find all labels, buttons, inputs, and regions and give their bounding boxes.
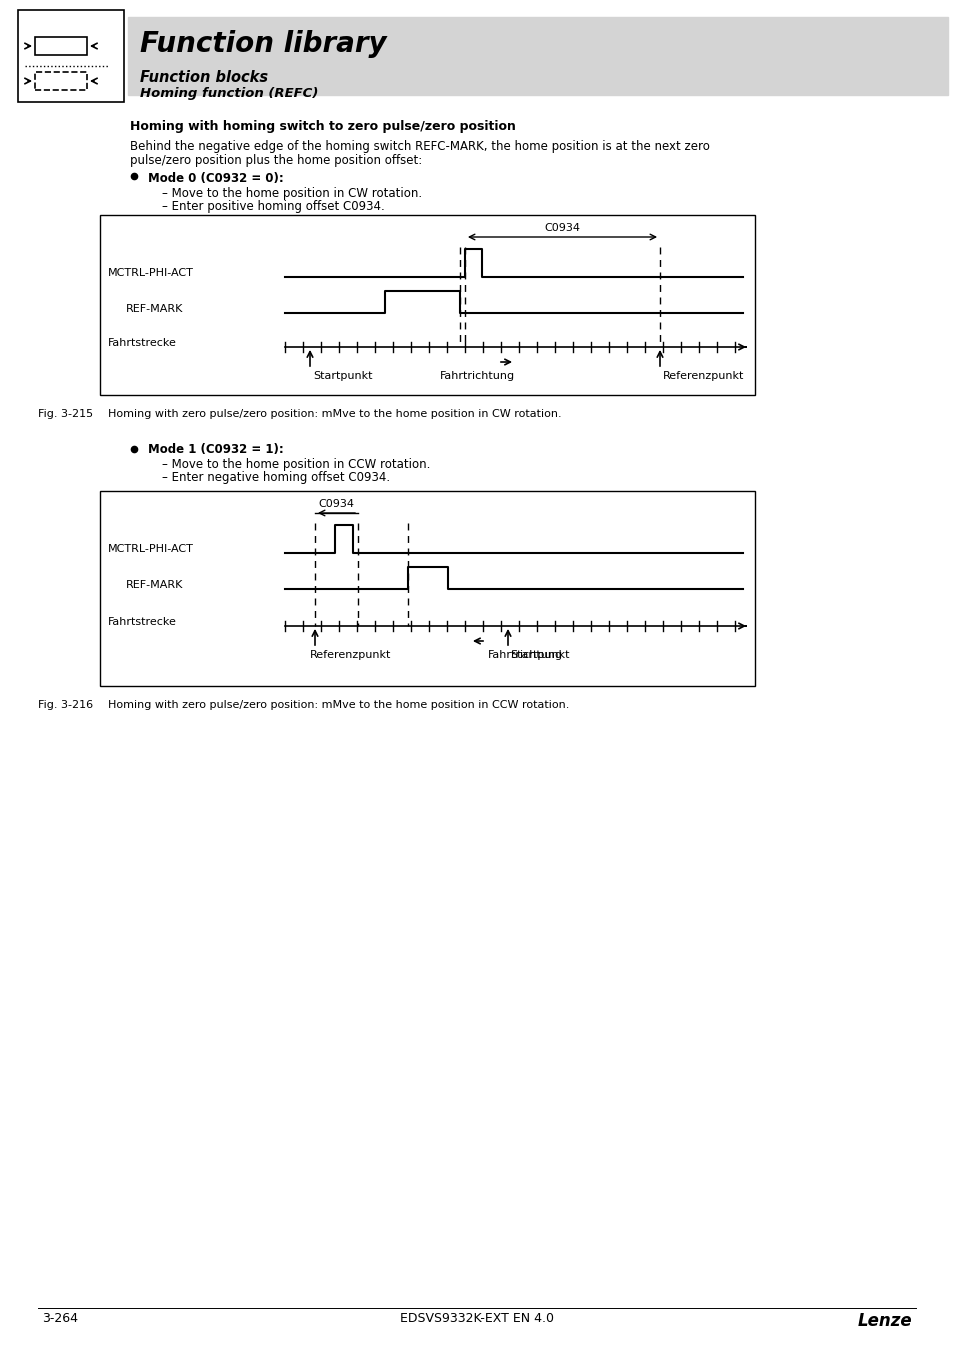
Bar	[128, 18, 947, 95]
Text: Fig. 3-216: Fig. 3-216	[38, 701, 93, 710]
Text: Homing function (REFC): Homing function (REFC)	[140, 86, 318, 100]
Text: C0934: C0934	[318, 500, 355, 509]
Text: 3-264: 3-264	[42, 1312, 78, 1324]
Bar	[100, 491, 754, 686]
Bar	[18, 9, 124, 103]
Text: Homing with zero pulse/zero position: mMve to the home position in CW rotation.: Homing with zero pulse/zero position: mM…	[108, 409, 561, 418]
Bar	[100, 215, 754, 396]
Text: Startpunkt: Startpunkt	[313, 371, 372, 381]
Text: Fahrtrichtung: Fahrtrichtung	[439, 371, 515, 381]
Text: REF-MARK: REF-MARK	[126, 580, 183, 590]
Text: – Move to the home position in CCW rotation.: – Move to the home position in CCW rotat…	[162, 458, 430, 471]
Text: – Move to the home position in CW rotation.: – Move to the home position in CW rotati…	[162, 188, 421, 200]
Text: – Enter positive homing offset C0934.: – Enter positive homing offset C0934.	[162, 200, 384, 213]
Text: Referenzpunkt: Referenzpunkt	[662, 371, 743, 381]
Text: Behind the negative edge of the homing switch REFC-MARK, the home position is at: Behind the negative edge of the homing s…	[130, 140, 709, 153]
Text: Function library: Function library	[140, 30, 386, 58]
Text: Function blocks: Function blocks	[140, 70, 268, 85]
Text: MCTRL-PHI-ACT: MCTRL-PHI-ACT	[108, 269, 193, 278]
Text: Mode 0 (C0932 = 0):: Mode 0 (C0932 = 0):	[148, 171, 283, 185]
Text: Fig. 3-215: Fig. 3-215	[38, 409, 93, 418]
Text: REF-MARK: REF-MARK	[126, 304, 183, 315]
Text: Fahrtrichtung: Fahrtrichtung	[488, 649, 562, 660]
Text: C0934: C0934	[544, 223, 579, 234]
Text: Lenze: Lenze	[857, 1312, 911, 1330]
Text: Fahrtstrecke: Fahrtstrecke	[108, 617, 176, 626]
Text: Startpunkt: Startpunkt	[510, 649, 569, 660]
Text: Homing with homing switch to zero pulse/zero position: Homing with homing switch to zero pulse/…	[130, 120, 516, 134]
Text: Referenzpunkt: Referenzpunkt	[310, 649, 391, 660]
Text: Mode 1 (C0932 = 1):: Mode 1 (C0932 = 1):	[148, 443, 283, 456]
Text: pulse/zero position plus the home position offset:: pulse/zero position plus the home positi…	[130, 154, 422, 167]
Bar	[35, 72, 87, 90]
Text: Fahrtstrecke: Fahrtstrecke	[108, 338, 176, 348]
Text: EDSVS9332K-EXT EN 4.0: EDSVS9332K-EXT EN 4.0	[399, 1312, 554, 1324]
Text: Homing with zero pulse/zero position: mMve to the home position in CCW rotation.: Homing with zero pulse/zero position: mM…	[108, 701, 569, 710]
Text: MCTRL-PHI-ACT: MCTRL-PHI-ACT	[108, 544, 193, 554]
Bar	[35, 36, 87, 55]
Text: – Enter negative homing offset C0934.: – Enter negative homing offset C0934.	[162, 471, 390, 485]
